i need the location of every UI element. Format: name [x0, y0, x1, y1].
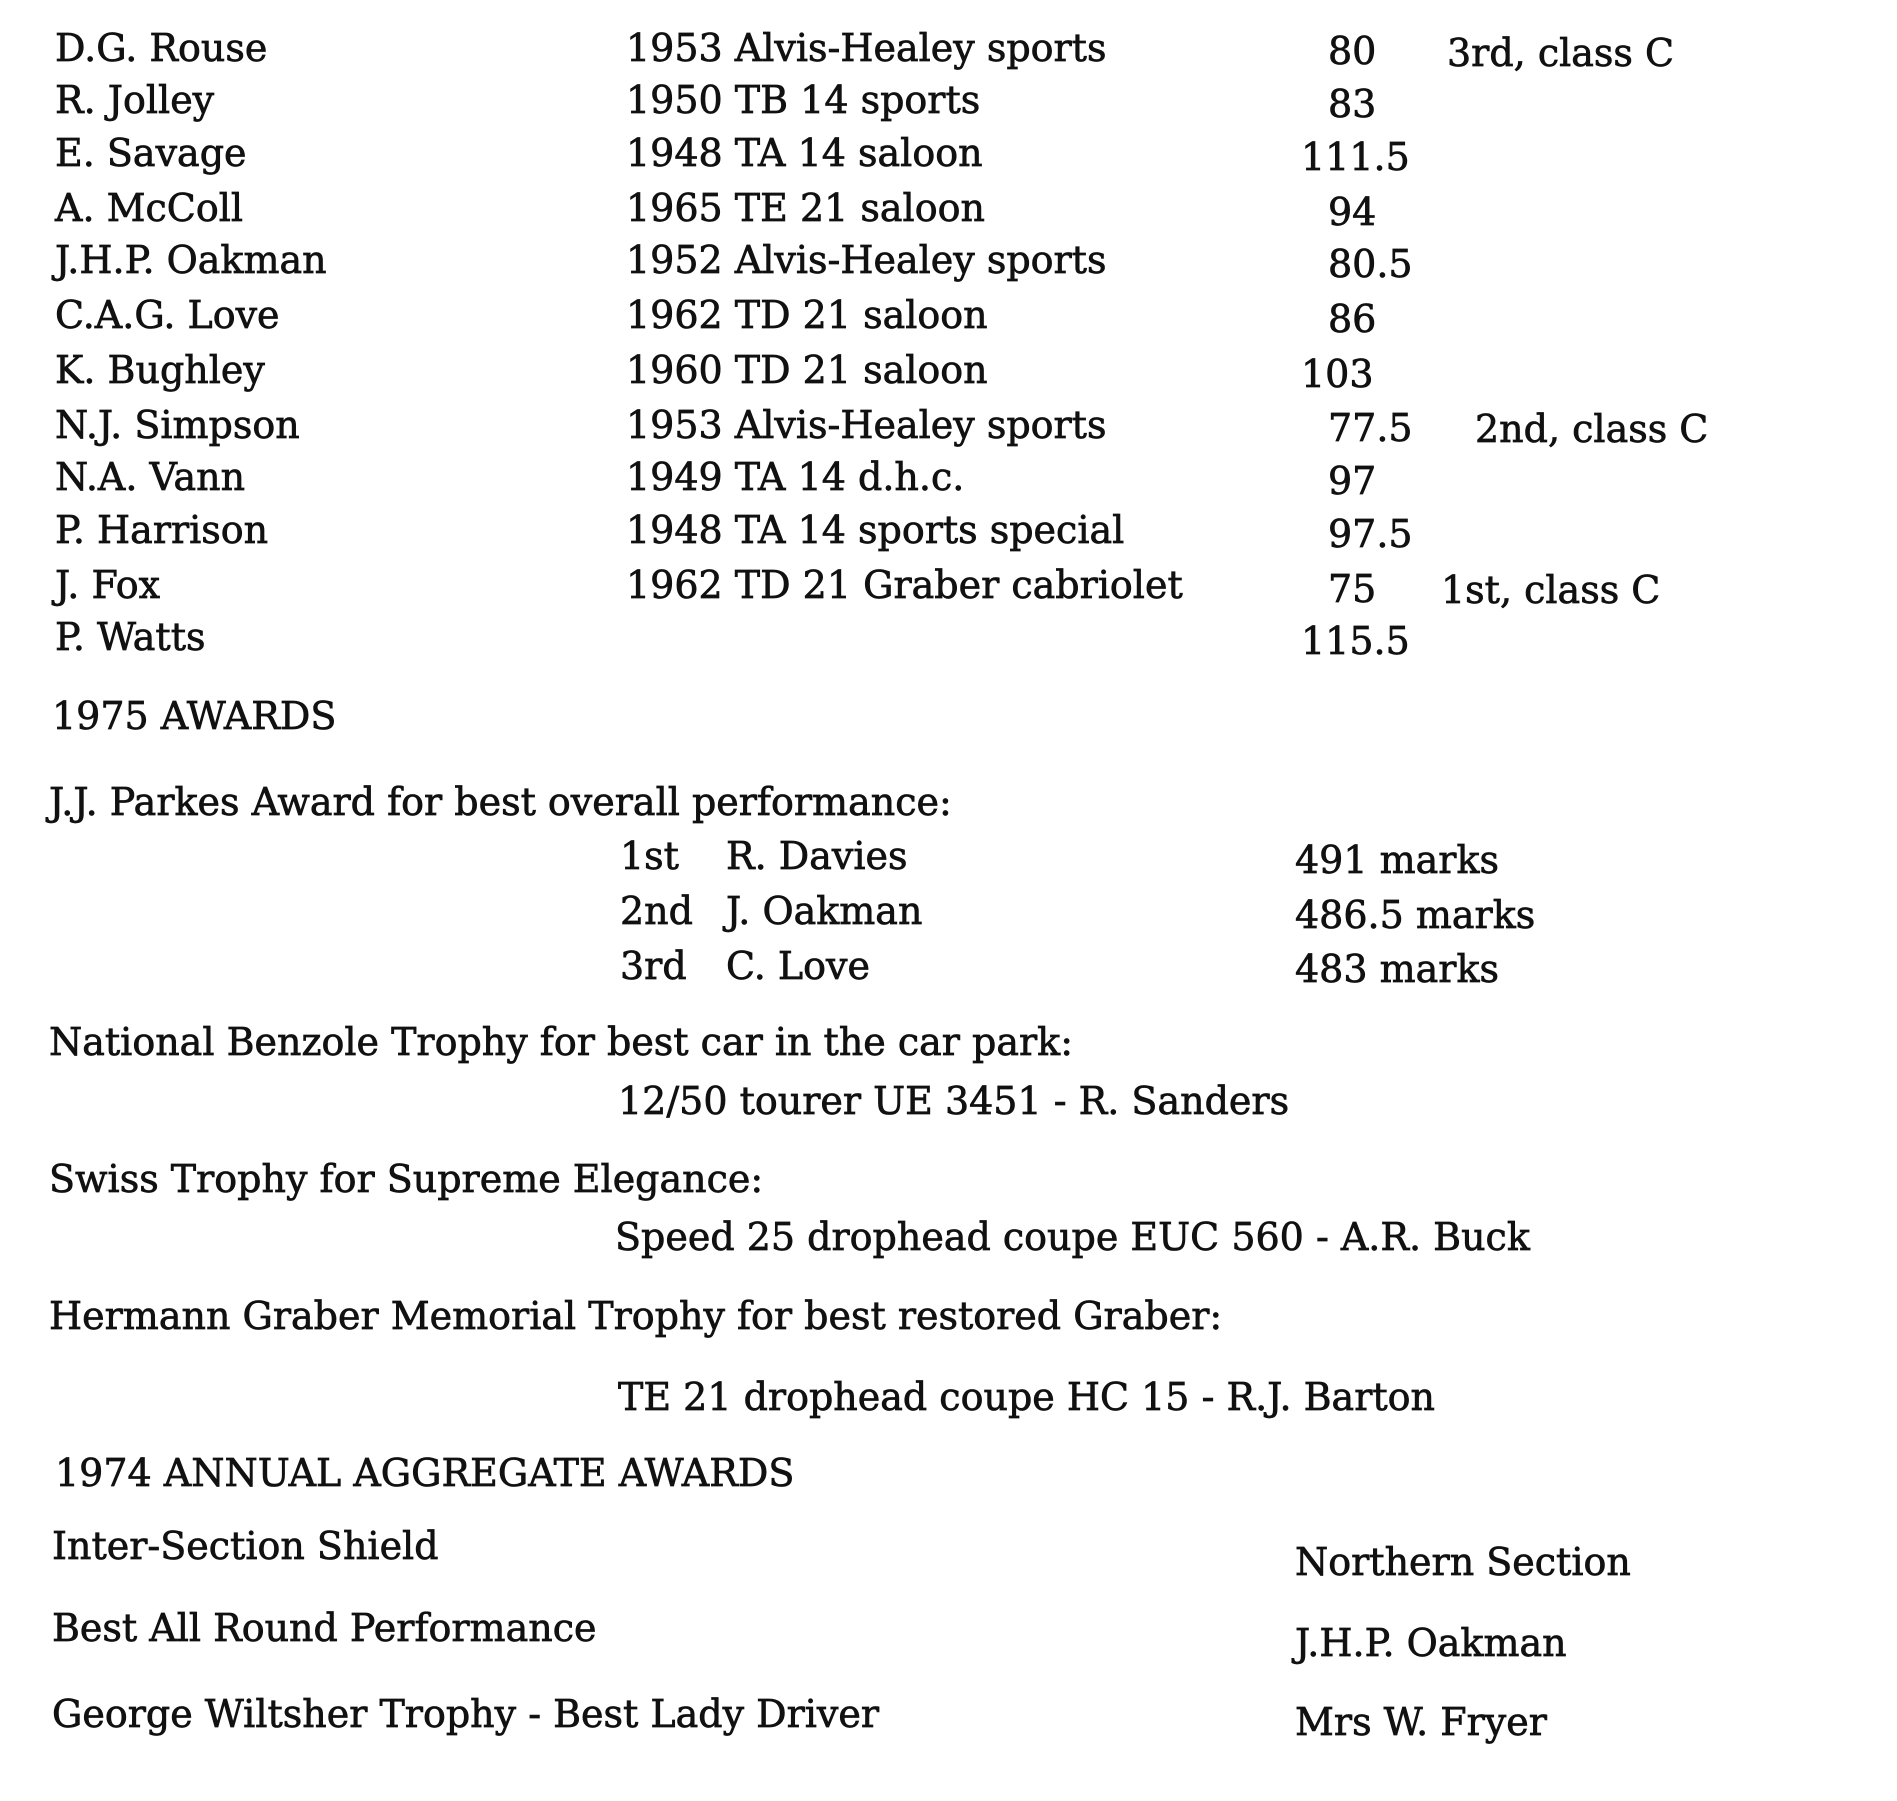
entry-result: 2nd, class C — [1475, 407, 1709, 451]
entry-score: 103 — [1301, 352, 1374, 396]
entry-name: K. Bughley — [55, 348, 266, 392]
entry-car: 1950 TB 14 sports — [626, 78, 981, 122]
entry-score: 77.5 — [1328, 406, 1413, 450]
award-winner: J. Oakman — [726, 889, 923, 933]
aggregate-award: Best All Round Performance — [52, 1606, 597, 1650]
award-winner: R. Davies — [726, 834, 908, 878]
award-title: J.J. Parkes Award for best overall perfo… — [49, 780, 952, 824]
entry-name: C.A.G. Love — [55, 293, 280, 337]
award-marks: 491 marks — [1295, 838, 1500, 882]
entry-car: 1953 Alvis-Healey sports — [626, 403, 1107, 447]
entry-car: 1962 TD 21 saloon — [626, 293, 988, 337]
entry-score: 75 — [1328, 567, 1377, 611]
entry-name: A. McColl — [55, 186, 244, 230]
entry-car: 1949 TA 14 d.h.c. — [626, 455, 965, 499]
entry-car: 1953 Alvis-Healey sports — [626, 26, 1107, 70]
entry-name: E. Savage — [55, 131, 247, 175]
award-winner: Speed 25 drophead coupe EUC 560 - A.R. B… — [615, 1215, 1531, 1259]
entry-name: P. Watts — [55, 615, 206, 659]
entry-car: 1952 Alvis-Healey sports — [626, 238, 1107, 282]
entry-score: 115.5 — [1301, 619, 1410, 663]
aggregate-award: George Wiltsher Trophy - Best Lady Drive… — [52, 1692, 880, 1736]
entry-score: 97.5 — [1328, 512, 1413, 556]
award-winner: TE 21 drophead coupe HC 15 - R.J. Barton — [618, 1375, 1436, 1419]
entry-car: 1962 TD 21 Graber cabriolet — [626, 563, 1183, 607]
entry-result: 1st, class C — [1441, 568, 1661, 612]
entry-score: 80.5 — [1328, 242, 1413, 286]
entry-name: J. Fox — [55, 563, 161, 607]
aggregate-award: Inter-Section Shield — [52, 1524, 439, 1568]
entry-name: N.J. Simpson — [55, 403, 300, 447]
entry-score: 83 — [1328, 82, 1377, 126]
entry-result: 3rd, class C — [1447, 31, 1675, 75]
entry-name: R. Jolley — [55, 78, 215, 122]
entry-name: J.H.P. Oakman — [55, 238, 327, 282]
entry-score: 86 — [1328, 297, 1377, 341]
award-place: 3rd — [620, 944, 687, 988]
entry-car: 1948 TA 14 sports special — [626, 508, 1125, 552]
award-winner: C. Love — [726, 944, 871, 988]
entry-car: 1948 TA 14 saloon — [626, 131, 983, 175]
entry-name: N.A. Vann — [55, 455, 246, 499]
entry-score: 111.5 — [1301, 135, 1410, 179]
aggregate-winner: J.H.P. Oakman — [1295, 1621, 1567, 1665]
entry-name: P. Harrison — [55, 508, 269, 552]
entry-score: 97 — [1328, 459, 1377, 503]
section-heading-1975-awards: 1975 AWARDS — [52, 694, 337, 738]
award-marks: 483 marks — [1295, 947, 1500, 991]
section-heading-1974-aggregate: 1974 ANNUAL AGGREGATE AWARDS — [55, 1451, 795, 1495]
entry-score: 94 — [1328, 190, 1377, 234]
award-winner: 12/50 tourer UE 3451 - R. Sanders — [618, 1079, 1290, 1123]
award-title: Hermann Graber Memorial Trophy for best … — [49, 1294, 1223, 1338]
award-marks: 486.5 marks — [1295, 893, 1536, 937]
award-place: 2nd — [620, 889, 694, 933]
entry-score: 80 — [1328, 29, 1377, 73]
aggregate-winner: Northern Section — [1295, 1540, 1632, 1584]
award-title: Swiss Trophy for Supreme Elegance: — [49, 1157, 764, 1201]
entry-name: D.G. Rouse — [55, 26, 268, 70]
award-place: 1st — [620, 834, 680, 878]
entry-car: 1960 TD 21 saloon — [626, 348, 988, 392]
aggregate-winner: Mrs W. Fryer — [1295, 1700, 1548, 1744]
award-title: National Benzole Trophy for best car in … — [49, 1020, 1074, 1064]
entry-car: 1965 TE 21 saloon — [626, 186, 986, 230]
